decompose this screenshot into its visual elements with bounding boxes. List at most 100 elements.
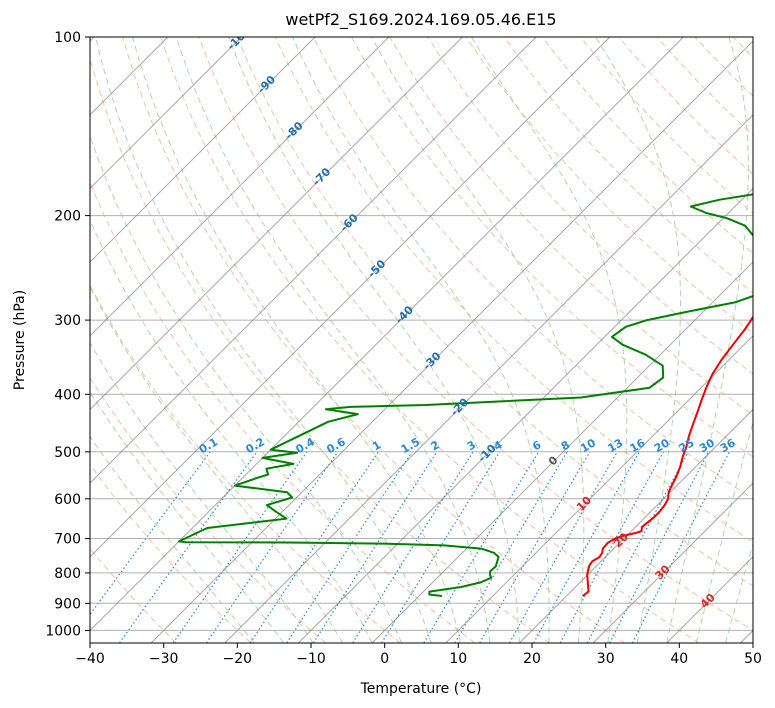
dry-adiabat-line [274, 37, 753, 543]
x-tick-label: −20 [223, 651, 253, 667]
moist-adiabat-line [695, 420, 753, 643]
moist-adiabat-line [595, 37, 681, 643]
mixing-ratio-line [586, 451, 689, 643]
moist-adiabat-line [132, 37, 461, 643]
mixing-ratio-lines [90, 451, 731, 643]
dry-adiabat-line [618, 37, 753, 175]
isotherm-label: -80 [283, 119, 306, 142]
isotherm-line [90, 37, 684, 632]
chart-title: wetPf2_S169.2024.169.05.46.E15 [285, 10, 556, 30]
mixing-ratio-label: 25 [677, 436, 697, 455]
isotherm-line [298, 187, 753, 643]
mixing-ratio-label: 6 [530, 438, 543, 453]
moist-adiabat-line [175, 37, 491, 643]
isotherm-line [592, 482, 753, 643]
isotherm-line [90, 37, 242, 190]
isotherm-line [150, 40, 753, 643]
y-tick-label: 400 [54, 387, 81, 403]
y-tick-label: 100 [54, 30, 81, 46]
mixing-ratio-label: 0.6 [324, 435, 348, 456]
dry-adiabat-line [90, 56, 550, 643]
isotherm-line [90, 37, 611, 558]
mixing-ratio-line [249, 451, 379, 643]
isotherm-line [90, 37, 390, 337]
dry-adiabat-line [312, 37, 753, 500]
mixing-ratio-line [533, 451, 640, 643]
mixing-ratio-label: 1.5 [399, 435, 422, 456]
mixing-ratio-line [508, 451, 618, 643]
y-tick-label: 500 [54, 445, 81, 461]
isotherm-line [90, 37, 463, 411]
y-axis: 100 200 300 400 500 600 700 800 900 1000 [45, 30, 90, 639]
x-axis-label: Temperature (°C) [360, 681, 482, 697]
mixing-ratio-line [90, 451, 211, 616]
mixing-ratio-line [205, 451, 339, 643]
mixing-ratio-line [312, 451, 438, 643]
profile-lines [178, 193, 753, 597]
x-tick-label: 20 [523, 651, 541, 667]
dry-adiabat-line [90, 463, 252, 643]
dry-adiabat-line [694, 37, 753, 97]
plot-frame [89, 36, 754, 644]
mixing-ratio-line [632, 451, 731, 643]
isotherm-label: -60 [338, 211, 361, 234]
mixing-ratio-line [286, 451, 413, 643]
dry-adiabat-line [90, 181, 476, 643]
x-tick-label: 0 [380, 651, 389, 667]
isotherm-label: -40 [393, 303, 416, 326]
dry-adiabat-line [351, 37, 753, 458]
isotherm-line [90, 37, 316, 263]
x-axis: −40 −30 −20 −10 0 10 20 30 40 50 [75, 643, 762, 667]
mixing-ratio-label: 16 [628, 436, 648, 455]
dry-adiabat-line [90, 376, 326, 643]
isotherm-line [666, 556, 753, 643]
isotherm-label: 20 [611, 530, 631, 550]
moist-adiabat-line [666, 37, 749, 643]
y-tick-label: 1000 [45, 623, 81, 639]
mixing-ratio-label: 10 [578, 436, 598, 455]
moist-adiabat-line [228, 37, 520, 643]
y-tick-label: 800 [54, 566, 81, 582]
dewpoint-profile [178, 193, 753, 597]
y-axis-label: Pressure (hPa) [12, 290, 28, 390]
mixing-ratio-label: 30 [697, 436, 717, 455]
isotherm-line [371, 261, 753, 643]
y-tick-label: 300 [54, 313, 81, 329]
x-tick-label: −40 [75, 651, 105, 667]
dry-adiabat-line [198, 37, 753, 631]
isotherm-line [445, 335, 753, 643]
temperature-profile [582, 315, 753, 597]
moist-adiabat-line [90, 435, 255, 643]
x-tick-label: −10 [296, 651, 326, 667]
isotherm-label: -20 [448, 395, 471, 418]
x-tick-label: 50 [744, 651, 762, 667]
y-tick-label: 700 [54, 532, 81, 548]
moist-adiabat-line [90, 219, 373, 643]
x-tick-label: −30 [149, 651, 179, 667]
isotherm-line [519, 408, 753, 643]
dry-adiabat-line [389, 37, 753, 416]
mixing-ratio-line [559, 451, 665, 643]
isotherm-label: -30 [420, 349, 443, 372]
moist-adiabat-line [90, 285, 344, 643]
isotherm-label: -70 [310, 165, 333, 188]
mixing-ratio-label: 36 [718, 436, 738, 455]
mixing-ratio-line [119, 451, 258, 643]
plot-area: 0.1 0.2 0.4 0.6 1 1.5 2 3 4 6 8 10 13 16 20 25 30 36-100-… [90, 24, 753, 643]
dry-adiabats [90, 37, 753, 643]
moist-adiabat-line [725, 542, 753, 643]
x-tick-label: 30 [597, 651, 615, 667]
isotherm-label: 40 [698, 591, 718, 611]
isotherm-label: -100 [225, 24, 254, 53]
moist-adiabat-line [90, 391, 285, 643]
x-tick-label: 40 [670, 651, 688, 667]
mixing-ratio-line [352, 451, 474, 643]
moist-adiabat-line [95, 37, 432, 643]
moist-adiabat-line [90, 341, 314, 643]
dry-adiabat-line [503, 37, 753, 294]
isotherm-line [90, 37, 537, 484]
dry-adiabat-line [90, 284, 401, 643]
isotherm-label: 30 [653, 562, 673, 582]
dry-adiabat-line [122, 37, 625, 643]
